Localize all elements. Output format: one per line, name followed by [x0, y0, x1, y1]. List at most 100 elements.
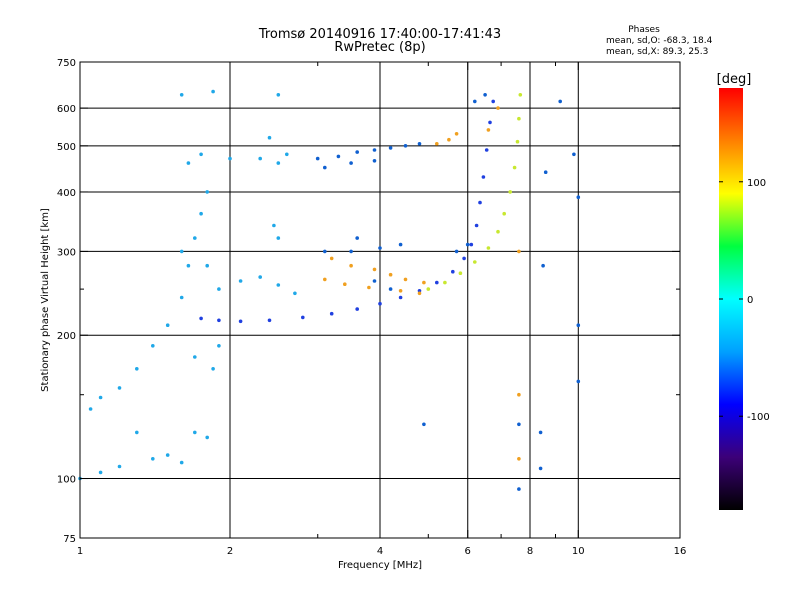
data-point	[496, 229, 500, 234]
data-point	[378, 301, 382, 306]
data-point	[88, 407, 93, 411]
x-tick-label: 6	[465, 546, 471, 557]
data-point	[349, 161, 353, 165]
axis-ticks: 1 2 4 6 8 10 16 75 100 200 300 400 500 600 750	[57, 58, 686, 557]
colorbar-tick-label: -100	[747, 412, 770, 423]
data-point	[403, 277, 408, 282]
data-point	[491, 99, 496, 104]
data-point	[541, 263, 545, 268]
data-point	[238, 279, 243, 283]
data-points	[78, 89, 581, 491]
data-point	[179, 93, 184, 97]
data-point	[451, 269, 455, 274]
data-point	[572, 152, 576, 157]
y-tick-label: 200	[57, 331, 76, 342]
data-point	[267, 318, 272, 323]
data-point	[117, 386, 122, 390]
stats-x-mode: mean, sd,X: 89.3, 25.3	[606, 47, 708, 57]
data-point	[515, 139, 520, 144]
stats-heading: Phases	[628, 25, 660, 35]
data-point	[576, 323, 581, 328]
data-point	[117, 464, 122, 469]
data-point	[293, 291, 297, 296]
data-point	[372, 267, 377, 272]
data-point	[576, 379, 581, 384]
data-point	[276, 283, 281, 287]
x-axis-label: Frequency [MHz]	[338, 560, 422, 571]
y-tick-label: 100	[57, 475, 76, 486]
data-point	[518, 93, 523, 97]
colorbar-ticks: 100 0 -100	[719, 178, 770, 423]
data-point	[349, 263, 353, 268]
data-point	[367, 285, 371, 290]
data-point	[486, 128, 491, 132]
data-point	[454, 249, 459, 254]
data-point	[301, 315, 305, 320]
data-point	[517, 487, 521, 491]
x-tick-label: 2	[227, 546, 233, 557]
data-point	[517, 392, 521, 397]
data-point	[165, 323, 170, 328]
y-tick-label: 400	[57, 188, 76, 199]
data-point	[205, 190, 209, 194]
data-point	[517, 457, 521, 461]
data-point	[211, 89, 215, 94]
data-point	[323, 165, 327, 170]
data-point	[193, 355, 197, 359]
data-point	[443, 280, 447, 285]
data-point	[258, 156, 263, 161]
data-point	[98, 470, 103, 475]
data-point	[558, 99, 562, 104]
colorbar-tick-label: 100	[747, 178, 766, 189]
data-point	[355, 236, 360, 240]
chart-title: Tromsø 20140916 17:40:00-17:41:43	[258, 27, 501, 42]
data-point	[417, 142, 422, 146]
data-point	[469, 242, 474, 247]
x-tick-label: 10	[572, 546, 585, 557]
data-point	[217, 318, 221, 323]
data-point	[422, 280, 426, 285]
data-point	[508, 190, 512, 194]
y-tick-label: 75	[63, 534, 76, 545]
data-point	[372, 279, 377, 283]
data-point	[486, 246, 491, 250]
data-point	[205, 263, 209, 268]
data-point	[447, 137, 451, 142]
data-point	[403, 144, 408, 148]
colorbar: [deg] 100 0 -100	[717, 72, 770, 510]
data-point	[217, 344, 221, 348]
x-tick-label: 16	[674, 546, 687, 557]
data-point	[512, 165, 517, 170]
data-point	[323, 277, 327, 282]
data-point	[517, 249, 521, 254]
data-point	[151, 457, 155, 461]
data-point	[199, 316, 203, 321]
gridlines	[80, 62, 680, 538]
data-point	[488, 120, 492, 125]
y-tick-label: 300	[57, 247, 76, 258]
data-point	[474, 223, 479, 228]
data-point	[372, 148, 377, 152]
y-tick-label: 750	[57, 58, 76, 69]
data-point	[336, 154, 341, 159]
data-point	[473, 260, 477, 264]
data-point	[398, 295, 403, 300]
x-tick-label: 1	[77, 546, 83, 557]
data-point	[372, 159, 377, 163]
data-point	[186, 263, 191, 268]
data-point	[484, 148, 489, 152]
data-point	[315, 156, 320, 161]
data-point	[355, 150, 360, 154]
colorbar-label: [deg]	[717, 72, 752, 87]
data-point	[422, 422, 426, 427]
data-point	[435, 142, 439, 146]
data-point	[417, 289, 422, 293]
data-point	[458, 271, 463, 276]
y-tick-label: 600	[57, 104, 76, 115]
data-point	[517, 422, 521, 427]
data-point	[258, 275, 263, 279]
data-point	[179, 460, 184, 465]
data-point	[186, 161, 191, 165]
colorbar-tick-label: 0	[747, 295, 753, 306]
